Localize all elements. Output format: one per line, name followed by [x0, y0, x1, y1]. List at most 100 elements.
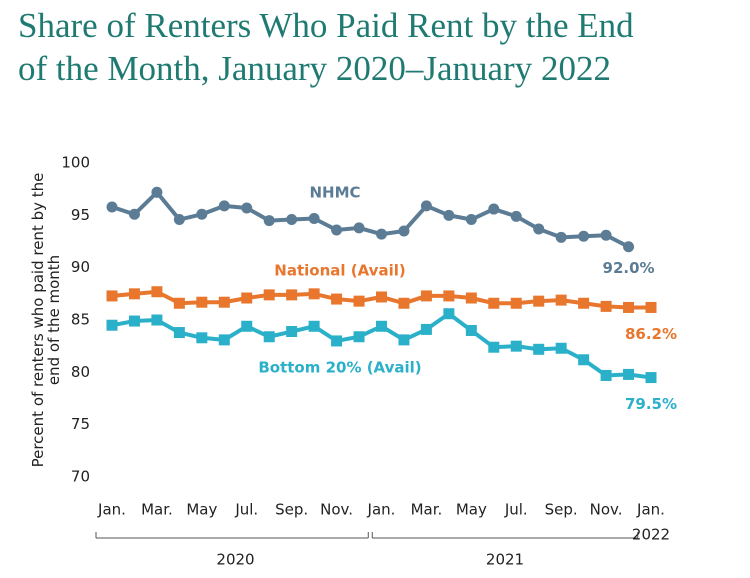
point: [510, 340, 522, 352]
point: [623, 301, 635, 313]
x-tick-label: Jan.: [97, 501, 126, 519]
point: [286, 289, 298, 301]
point: [600, 229, 612, 241]
point: [196, 208, 208, 220]
point: [420, 290, 432, 302]
point: [443, 290, 455, 302]
x-tick-label: Jul.: [504, 501, 528, 519]
point: [488, 341, 500, 353]
point: [555, 294, 567, 306]
point: [263, 331, 275, 343]
point: [443, 209, 455, 221]
y-tick-label: 70: [71, 468, 90, 486]
point: [151, 186, 163, 198]
year-label: 2022: [632, 526, 670, 544]
point: [555, 231, 567, 243]
point: [376, 291, 387, 303]
x-tick-label: Sep.: [275, 501, 308, 519]
series-label: Bottom 20% (Avail): [258, 359, 421, 377]
value-label: 86.2%: [625, 325, 677, 343]
point: [398, 334, 410, 346]
point: [331, 335, 343, 347]
year-label: 2021: [486, 551, 524, 569]
point: [353, 295, 365, 307]
point: [173, 297, 185, 309]
point: [331, 293, 343, 305]
point: [151, 286, 163, 298]
point: [263, 289, 275, 301]
point: [151, 314, 163, 326]
point: [533, 223, 545, 235]
x-tick-label: May: [186, 501, 217, 519]
point: [106, 319, 118, 331]
point: [128, 208, 140, 220]
x-tick-label: Mar.: [411, 501, 443, 519]
point: [465, 214, 477, 226]
point: [465, 292, 477, 304]
point: [218, 296, 230, 308]
y-tick-label: 95: [71, 206, 90, 224]
x-tick-label: Mar.: [141, 501, 173, 519]
point: [218, 200, 230, 212]
point: [510, 210, 522, 222]
point: [241, 320, 253, 332]
series-line: [111, 189, 630, 249]
y-tick-label: 80: [71, 363, 90, 381]
point: [331, 224, 343, 236]
point: [398, 225, 410, 237]
point: [308, 320, 320, 332]
point: [465, 324, 477, 336]
y-tick-label: 90: [71, 258, 90, 276]
series-label: NHMC: [309, 184, 360, 202]
point: [286, 326, 298, 338]
point: [623, 368, 635, 380]
point: [488, 297, 500, 309]
point: [173, 214, 185, 226]
point: [106, 201, 118, 213]
year-label: 2020: [216, 551, 254, 569]
point: [533, 295, 545, 307]
point: [196, 296, 208, 308]
x-tick-label: Nov.: [320, 501, 353, 519]
point: [128, 288, 140, 300]
point: [623, 241, 635, 253]
point: [308, 212, 320, 224]
point: [241, 202, 253, 214]
point: [420, 200, 432, 212]
y-tick-label: 85: [71, 311, 90, 329]
point: [218, 334, 230, 346]
point: [376, 320, 387, 332]
point: [533, 343, 545, 355]
value-label: 79.5%: [625, 395, 677, 413]
point: [263, 215, 275, 227]
x-tick-label: Jan.: [636, 501, 665, 519]
point: [353, 222, 365, 234]
point: [510, 297, 522, 309]
point: [128, 315, 140, 327]
point: [376, 228, 387, 240]
point: [578, 230, 590, 242]
point: [443, 308, 455, 320]
value-label: 92.0%: [603, 259, 655, 277]
y-tick-label: 75: [71, 415, 90, 433]
point: [645, 301, 657, 313]
point: [308, 288, 320, 300]
point: [353, 331, 365, 343]
point: [196, 332, 208, 344]
point: [600, 300, 612, 312]
x-tick-label: May: [456, 501, 487, 519]
point: [398, 297, 410, 309]
point: [106, 290, 118, 302]
point: [578, 354, 590, 366]
point: [578, 297, 590, 309]
point: [600, 369, 612, 381]
point: [645, 372, 657, 384]
series-label: National (Avail): [274, 262, 405, 280]
point: [173, 327, 185, 339]
y-tick-label: 100: [61, 154, 90, 172]
chart-title: Share of Renters Who Paid Rent by the En…: [18, 6, 634, 88]
point: [555, 342, 567, 354]
point: [286, 214, 298, 226]
